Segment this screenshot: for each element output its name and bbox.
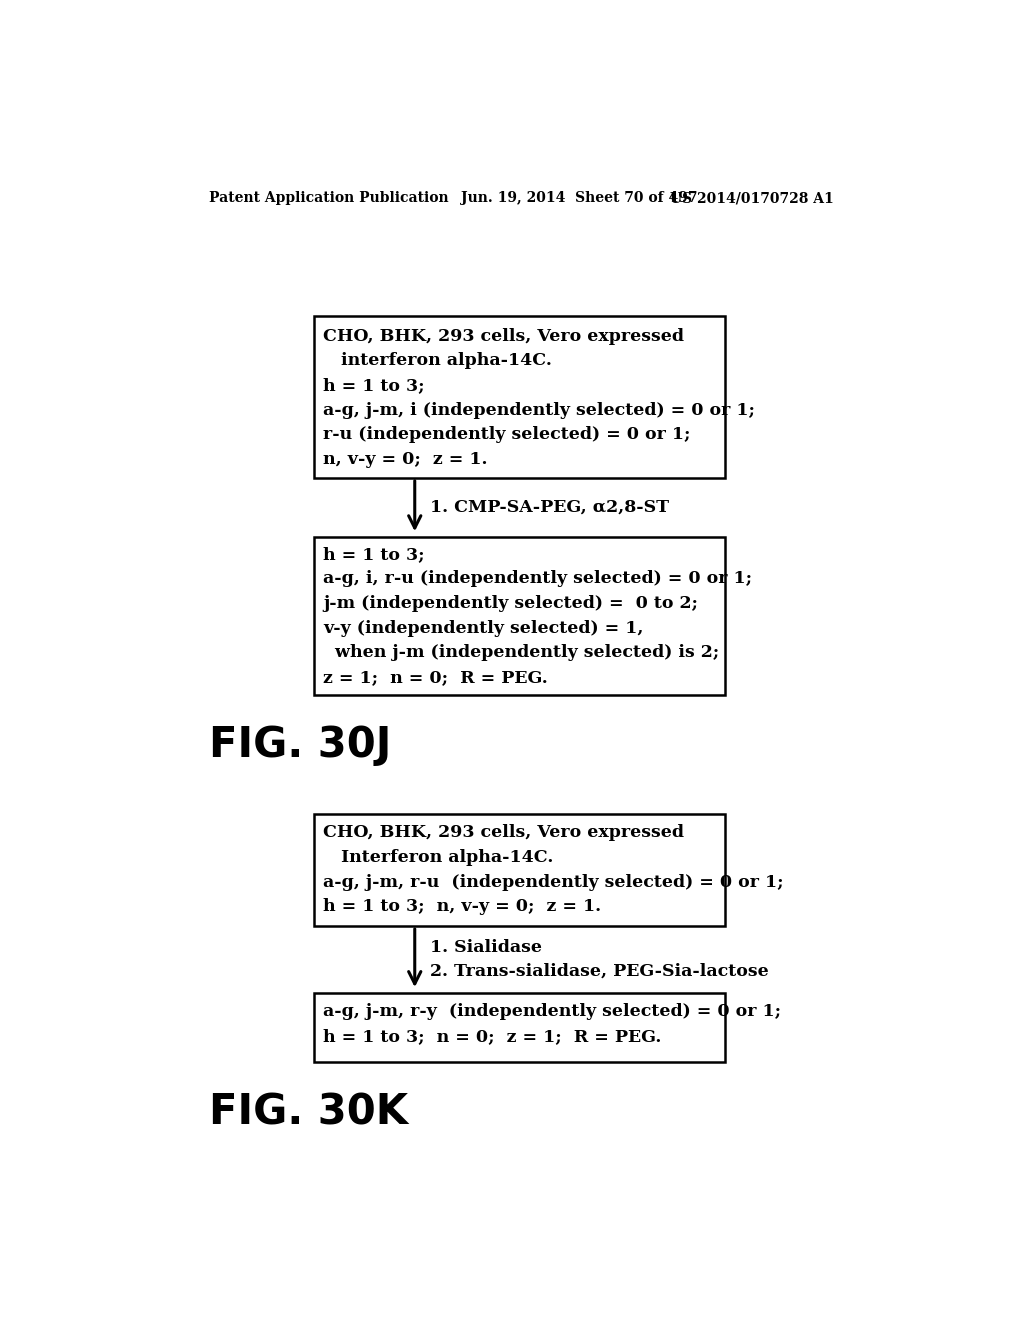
Text: h = 1 to 3;  n, v-y = 0;  z = 1.: h = 1 to 3; n, v-y = 0; z = 1. xyxy=(324,899,601,915)
Text: 1. CMP-SA-PEG, α2,8-ST: 1. CMP-SA-PEG, α2,8-ST xyxy=(430,499,670,515)
Text: z = 1;  n = 0;  R = PEG.: z = 1; n = 0; R = PEG. xyxy=(324,669,548,686)
Text: when j-m (independently selected) is 2;: when j-m (independently selected) is 2; xyxy=(324,644,720,661)
FancyBboxPatch shape xyxy=(314,993,725,1063)
Text: a-g, j-m, i (independently selected) = 0 or 1;: a-g, j-m, i (independently selected) = 0… xyxy=(324,401,756,418)
Text: h = 1 to 3;  n = 0;  z = 1;  R = PEG.: h = 1 to 3; n = 0; z = 1; R = PEG. xyxy=(324,1028,662,1044)
Text: FIG. 30K: FIG. 30K xyxy=(209,1092,409,1134)
FancyBboxPatch shape xyxy=(314,317,725,478)
Text: v-y (independently selected) = 1,: v-y (independently selected) = 1, xyxy=(324,619,644,636)
Text: Interferon alpha-14C.: Interferon alpha-14C. xyxy=(324,849,554,866)
Text: 2. Trans-sialidase, PEG-Sia-lactose: 2. Trans-sialidase, PEG-Sia-lactose xyxy=(430,962,769,979)
Text: h = 1 to 3;: h = 1 to 3; xyxy=(324,378,425,395)
Text: CHO, BHK, 293 cells, Vero expressed: CHO, BHK, 293 cells, Vero expressed xyxy=(324,825,684,841)
Text: n, v-y = 0;  z = 1.: n, v-y = 0; z = 1. xyxy=(324,451,487,469)
Text: r-u (independently selected) = 0 or 1;: r-u (independently selected) = 0 or 1; xyxy=(324,426,691,444)
Text: a-g, j-m, r-y  (independently selected) = 0 or 1;: a-g, j-m, r-y (independently selected) =… xyxy=(324,1003,781,1020)
Text: a-g, i, r-u (independently selected) = 0 or 1;: a-g, i, r-u (independently selected) = 0… xyxy=(324,570,753,587)
Text: US 2014/0170728 A1: US 2014/0170728 A1 xyxy=(671,191,835,206)
Text: interferon alpha-14C.: interferon alpha-14C. xyxy=(324,352,552,370)
Text: Patent Application Publication: Patent Application Publication xyxy=(209,191,449,206)
Text: a-g, j-m, r-u  (independently selected) = 0 or 1;: a-g, j-m, r-u (independently selected) =… xyxy=(324,874,784,891)
FancyBboxPatch shape xyxy=(314,537,725,696)
Text: CHO, BHK, 293 cells, Vero expressed: CHO, BHK, 293 cells, Vero expressed xyxy=(324,327,684,345)
Text: FIG. 30J: FIG. 30J xyxy=(209,725,392,766)
Text: 1. Sialidase: 1. Sialidase xyxy=(430,939,543,956)
Text: h = 1 to 3;: h = 1 to 3; xyxy=(324,545,425,562)
Text: Jun. 19, 2014  Sheet 70 of 497: Jun. 19, 2014 Sheet 70 of 497 xyxy=(461,191,697,206)
FancyBboxPatch shape xyxy=(314,814,725,927)
Text: j-m (independently selected) =  0 to 2;: j-m (independently selected) = 0 to 2; xyxy=(324,595,698,612)
